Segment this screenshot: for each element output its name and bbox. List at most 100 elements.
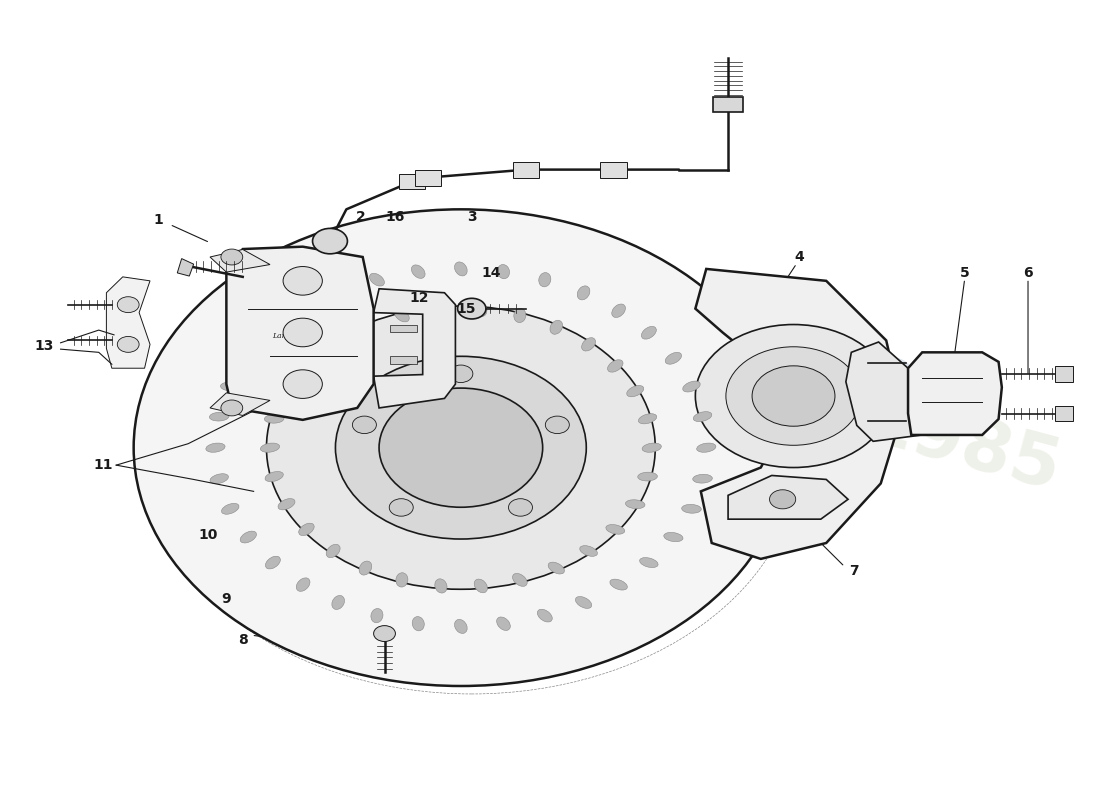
Polygon shape [695,269,903,559]
Circle shape [726,346,861,446]
Ellipse shape [330,287,346,298]
Ellipse shape [548,562,564,574]
Circle shape [546,416,570,434]
Text: 9: 9 [221,592,231,606]
Circle shape [374,626,395,642]
Ellipse shape [582,338,595,351]
Ellipse shape [537,610,552,622]
Ellipse shape [693,412,712,422]
Ellipse shape [327,544,340,558]
Ellipse shape [514,308,526,322]
Ellipse shape [220,382,240,391]
Circle shape [118,337,139,352]
Text: 1: 1 [154,213,164,226]
Ellipse shape [496,617,510,630]
Ellipse shape [299,523,315,535]
Ellipse shape [371,609,383,622]
Text: 15: 15 [456,302,476,316]
Text: eurospares: eurospares [381,338,978,430]
Ellipse shape [550,320,562,334]
Ellipse shape [607,360,623,372]
Bar [390,325,417,333]
Bar [601,162,627,178]
Text: 6: 6 [1023,266,1033,280]
Circle shape [283,318,322,346]
Text: 13: 13 [34,339,54,353]
Circle shape [389,498,414,516]
Ellipse shape [370,274,384,286]
Ellipse shape [332,595,344,610]
Polygon shape [210,250,270,272]
Text: 2: 2 [355,210,365,224]
Ellipse shape [277,386,296,395]
Circle shape [695,325,892,467]
Ellipse shape [638,472,658,481]
Ellipse shape [265,556,280,569]
Circle shape [221,400,243,416]
Ellipse shape [240,531,256,543]
Ellipse shape [693,474,713,483]
Ellipse shape [359,561,372,575]
Text: 12: 12 [409,291,429,306]
Ellipse shape [682,505,702,513]
Bar [1055,406,1072,422]
Ellipse shape [297,361,316,370]
Text: 4: 4 [794,250,804,264]
Circle shape [283,370,322,398]
Ellipse shape [295,306,312,316]
Text: Lamborghini: Lamborghini [273,333,322,341]
Ellipse shape [221,503,239,514]
Polygon shape [846,342,922,442]
Text: 1985: 1985 [857,388,1068,507]
Ellipse shape [412,617,425,631]
Ellipse shape [264,328,282,338]
Ellipse shape [539,273,551,287]
Circle shape [134,210,788,686]
Ellipse shape [206,443,225,452]
Text: 14: 14 [482,266,502,280]
Ellipse shape [666,352,682,364]
Ellipse shape [454,262,467,276]
Ellipse shape [580,546,597,556]
Ellipse shape [578,286,590,300]
Ellipse shape [434,302,448,316]
Polygon shape [908,352,1002,435]
Ellipse shape [513,574,527,586]
Circle shape [379,388,542,507]
Bar [390,356,417,364]
Bar [1055,366,1072,382]
Circle shape [266,306,656,590]
Circle shape [508,498,532,516]
Bar [713,97,744,113]
Ellipse shape [474,579,487,593]
Ellipse shape [239,354,257,363]
Ellipse shape [627,386,644,397]
Text: 16: 16 [386,210,405,224]
Text: 11: 11 [94,458,113,472]
Bar [398,174,425,190]
Ellipse shape [475,302,487,317]
Circle shape [770,490,795,509]
Ellipse shape [395,309,409,322]
Polygon shape [728,475,848,519]
Polygon shape [374,289,455,408]
Circle shape [312,229,348,254]
Ellipse shape [626,500,645,509]
Ellipse shape [261,443,279,452]
Ellipse shape [358,322,374,333]
Ellipse shape [683,381,701,392]
Circle shape [221,249,243,265]
Ellipse shape [278,498,295,510]
Ellipse shape [575,597,592,608]
Ellipse shape [612,304,626,318]
Ellipse shape [497,265,509,278]
Ellipse shape [324,339,342,350]
Ellipse shape [641,326,657,339]
Circle shape [752,366,835,426]
Bar [415,170,441,186]
Ellipse shape [411,265,425,278]
Ellipse shape [663,533,683,542]
Text: 5: 5 [960,266,969,280]
Ellipse shape [434,579,447,593]
Ellipse shape [606,525,625,534]
